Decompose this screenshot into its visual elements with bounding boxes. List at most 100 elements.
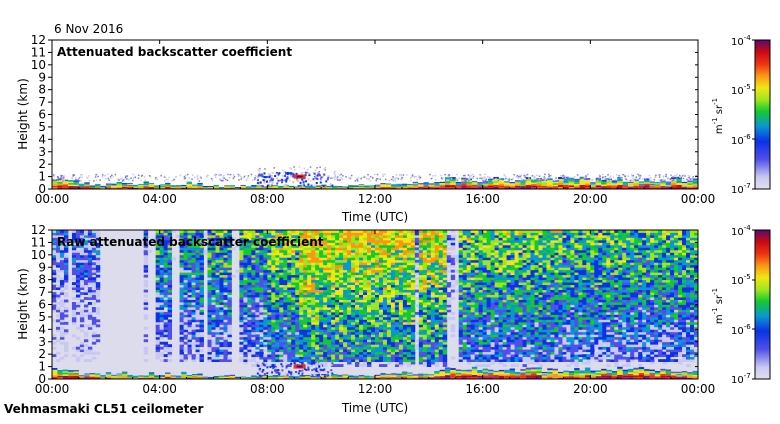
heat-cell xyxy=(200,290,204,293)
heat-cell xyxy=(287,312,291,315)
heat-cell xyxy=(247,324,251,327)
heat-cell xyxy=(363,362,367,365)
heat-cell xyxy=(267,285,271,288)
heat-cell xyxy=(655,183,660,184)
heat-cell xyxy=(56,285,60,288)
heat-cell xyxy=(303,334,307,337)
heat-cell xyxy=(60,267,64,270)
heat-cell xyxy=(383,287,387,290)
heat-cell xyxy=(327,297,331,300)
heat-cell xyxy=(88,277,92,280)
heat-cell xyxy=(335,364,339,367)
heat-cell xyxy=(208,307,212,310)
heat-cell xyxy=(347,362,351,365)
heat-cell xyxy=(315,252,319,255)
heat-cell xyxy=(212,347,216,350)
heat-cell xyxy=(184,337,188,340)
heat-cell xyxy=(375,295,379,298)
heat-cell xyxy=(319,327,323,330)
heat-cell xyxy=(323,302,327,305)
heat-cell xyxy=(299,314,303,317)
heat-cell xyxy=(397,186,402,187)
heat-cell xyxy=(196,305,200,308)
heat-cell xyxy=(370,176,372,178)
heat-cell xyxy=(510,184,515,185)
heat-cell xyxy=(164,272,168,275)
heat-cell xyxy=(227,275,231,278)
heat-cell xyxy=(267,300,271,303)
heat-cell xyxy=(215,255,219,258)
cb-tick-label: 10-5 xyxy=(731,83,751,97)
heat-cell xyxy=(380,187,385,188)
heat-cell xyxy=(505,176,507,178)
heat-cell xyxy=(355,332,359,335)
heat-cell xyxy=(295,324,299,327)
heat-cell xyxy=(52,245,56,248)
heat-cell xyxy=(96,270,100,273)
heat-cell xyxy=(196,295,200,298)
heat-cell xyxy=(196,349,200,352)
heat-cell xyxy=(164,267,168,270)
heat-cell xyxy=(267,267,271,270)
heat-cell xyxy=(363,245,367,248)
heat-cell xyxy=(184,314,188,317)
heat-cell xyxy=(399,342,403,345)
heat-cell xyxy=(416,176,418,178)
heat-cell xyxy=(160,272,164,275)
heat-cell xyxy=(468,180,470,182)
heat-cell xyxy=(299,334,303,337)
heat-cell xyxy=(271,357,275,360)
heat-cell xyxy=(367,337,371,340)
heat-cell xyxy=(371,332,375,335)
heat-cell xyxy=(239,282,243,285)
heat-cell xyxy=(367,262,371,265)
heat-cell xyxy=(537,178,539,180)
heat-cell xyxy=(380,184,385,185)
heat-cell xyxy=(367,275,371,278)
heat-cell xyxy=(327,300,331,303)
heat-cell xyxy=(239,295,243,298)
heat-cell xyxy=(168,292,172,295)
heat-cell xyxy=(215,324,219,327)
heat-cell xyxy=(156,262,160,265)
heat-cell xyxy=(76,250,80,253)
heat-cell xyxy=(295,302,299,305)
heat-cell xyxy=(84,280,88,283)
heat-cell xyxy=(279,270,283,273)
heat-cell xyxy=(323,339,327,342)
heat-cell xyxy=(331,309,335,312)
heat-cell xyxy=(340,179,342,181)
heat-cell xyxy=(281,181,283,183)
heat-cell xyxy=(76,280,80,283)
heat-cell xyxy=(291,287,295,290)
heat-cell xyxy=(208,292,212,295)
heat-cell xyxy=(279,285,283,288)
heat-cell xyxy=(359,270,363,273)
heat-cell xyxy=(467,184,472,186)
heat-cell xyxy=(283,290,287,293)
heat-cell xyxy=(52,262,56,265)
heat-cell xyxy=(295,305,299,308)
heat-cell xyxy=(347,252,351,255)
heat-cell xyxy=(200,312,204,315)
heat-cell xyxy=(283,297,287,300)
heat-cell xyxy=(371,359,375,362)
heat-cell xyxy=(215,297,219,300)
heat-cell xyxy=(472,186,477,187)
heat-cell xyxy=(215,176,217,178)
heat-cell xyxy=(168,332,172,335)
y-tick-label: 7 xyxy=(38,95,46,109)
heat-cell xyxy=(315,327,319,330)
heat-cell xyxy=(263,309,267,312)
heat-cell xyxy=(279,349,283,352)
heat-cell xyxy=(107,178,109,180)
heat-cell xyxy=(335,282,339,285)
heat-cell xyxy=(283,302,287,305)
heat-cell xyxy=(156,357,160,360)
heat-cell xyxy=(84,344,88,347)
heat-cell xyxy=(339,339,343,342)
heat-cell xyxy=(219,344,223,347)
heat-cell xyxy=(617,185,622,187)
heat-cell xyxy=(327,305,331,308)
heat-cell xyxy=(440,175,442,177)
